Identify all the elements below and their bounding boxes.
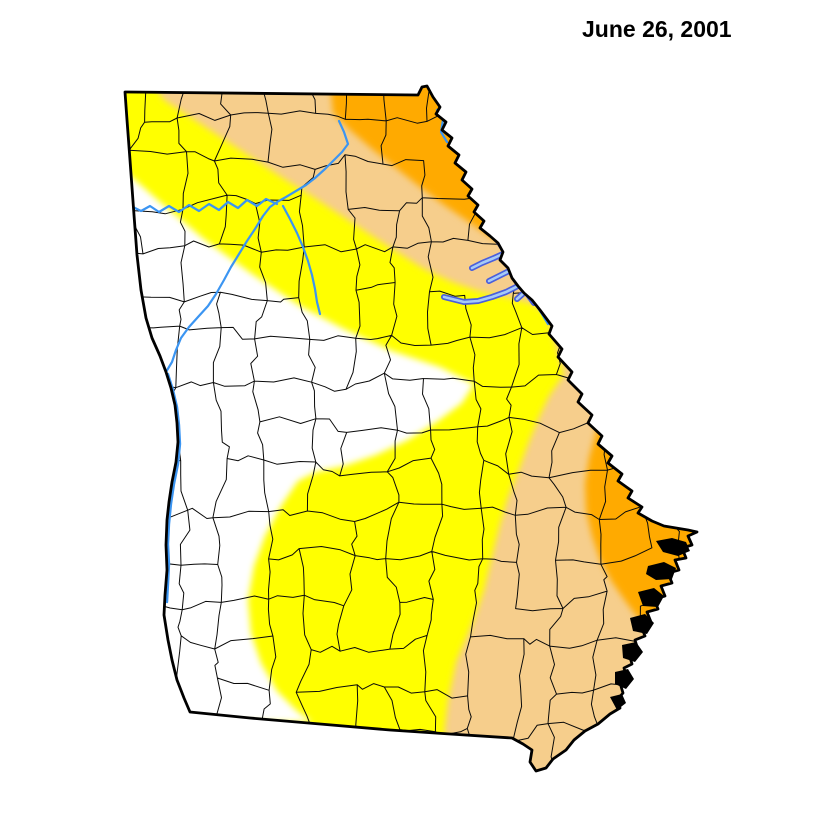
map-date-title: June 26, 2001 [582,16,732,42]
lake-arm-fill [442,283,522,304]
river-chattahoochee [164,119,350,374]
river-ocmulgee [281,204,322,316]
coastal-islands [610,538,690,710]
drought-region-none-westcentral [125,165,474,722]
lake-arm-fill [470,251,507,270]
river-west-border [165,372,182,604]
river-coosa [131,197,279,214]
